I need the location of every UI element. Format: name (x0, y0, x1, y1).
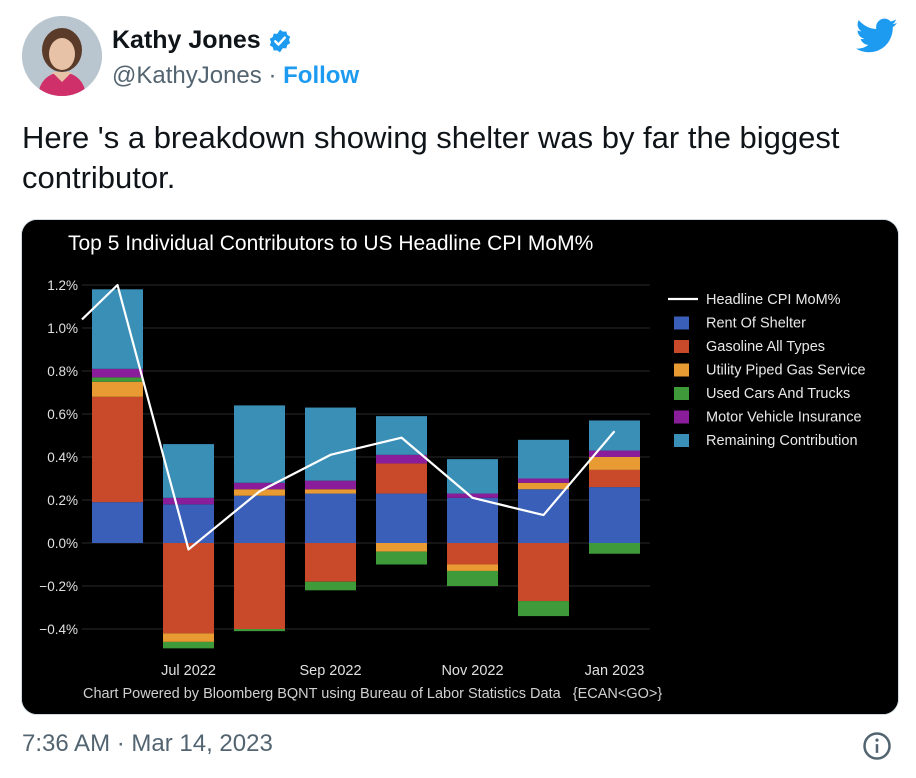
bar-segment (305, 480, 356, 490)
bar-segment (589, 469, 640, 488)
bar-segment (163, 504, 214, 543)
bar-segment (376, 463, 427, 494)
bar-segment (305, 493, 356, 543)
tweet-timestamp[interactable]: 7:36 AM · Mar 14, 2023 (22, 730, 273, 757)
x-tick-label: Sep 2022 (299, 663, 361, 679)
tweet-text: Here 's a breakdown showing shelter was … (22, 120, 840, 195)
bar-segment (376, 416, 427, 455)
bar-segment (376, 551, 427, 565)
bar-segment (518, 543, 569, 602)
y-tick-label: 0.6% (47, 407, 78, 422)
x-tick-label: Nov 2022 (441, 663, 503, 679)
bar-segment (92, 377, 143, 382)
bar-segment (163, 497, 214, 505)
legend-label: Used Cars And Trucks (706, 386, 850, 402)
bar-segment (447, 570, 498, 586)
bar-segment (305, 407, 356, 481)
legend-label: Headline CPI MoM% (706, 292, 841, 308)
bar-segment (234, 495, 285, 543)
handle-line: @KathyJones · Follow (112, 62, 359, 90)
legend-swatch (674, 410, 689, 424)
bar-segment (234, 629, 285, 632)
legend-label: Utility Piped Gas Service (706, 363, 866, 379)
legend-label: Rent Of Shelter (706, 316, 806, 332)
bar-segment (518, 482, 569, 490)
headline-cpi-line (81, 283, 616, 551)
bar-segment (92, 368, 143, 378)
y-tick-label: 1.2% (47, 278, 78, 293)
bar-segment (305, 489, 356, 494)
bar-segment (518, 478, 569, 483)
author-handle[interactable]: @KathyJones (112, 62, 262, 89)
legend-label: Remaining Contribution (706, 433, 858, 449)
legend-label: Motor Vehicle Insurance (706, 410, 862, 426)
bar-segment (92, 502, 143, 543)
chart-legend: Headline CPI MoM% Rent Of Shelter Gasoline… (668, 292, 866, 449)
legend-label: Gasoline All Types (706, 339, 825, 355)
author-name-row: Kathy Jones (112, 26, 293, 55)
bar-segment (234, 405, 285, 483)
headline-line-series (81, 283, 616, 551)
avatar-image (22, 16, 102, 96)
legend-swatch (674, 363, 689, 377)
author-name[interactable]: Kathy Jones (112, 26, 261, 54)
chart-footer: Chart Powered by Bloomberg BQNT using Bu… (83, 686, 662, 702)
follow-button[interactable]: Follow (283, 62, 360, 89)
y-tick-label: 0.4% (47, 450, 78, 465)
bar-segment (305, 581, 356, 591)
bar-segment (305, 543, 356, 582)
y-tick-label: 1.0% (47, 321, 78, 336)
bar-segment (518, 439, 569, 479)
bar-segment (447, 493, 498, 498)
y-tick-label: 0.2% (47, 493, 78, 508)
avatar[interactable] (22, 16, 102, 96)
bar-segment (376, 493, 427, 543)
bar-segment (163, 641, 214, 649)
legend-swatch (674, 434, 689, 447)
bar-segment (447, 543, 498, 565)
legend-swatch (674, 340, 689, 353)
legend-swatch (674, 316, 689, 330)
bar-segment (376, 454, 427, 464)
bar-segment (589, 450, 640, 457)
twitter-bird-icon[interactable] (856, 18, 898, 54)
bar-segment (589, 457, 640, 470)
y-tick-label: 0.0% (47, 536, 78, 551)
y-axis-tick-labels: 1.2% 1.0% 0.8% 0.6% 0.4% 0.2% 0.0% −0.2% −0.4% (39, 278, 78, 637)
x-tick-label: Jan 2023 (585, 663, 645, 679)
bar-segment (589, 420, 640, 451)
x-axis-tick-labels: Jul 2022 Sep 2022 Nov 2022 Jan 2023 (161, 663, 644, 679)
bar-segment (234, 543, 285, 629)
tweet-media-chart[interactable]: Top 5 Individual Contributors to US Head… (21, 219, 899, 715)
y-tick-label: 0.8% (47, 364, 78, 379)
y-tick-label: −0.4% (39, 622, 78, 637)
bar-segment (447, 564, 498, 571)
verified-badge-icon (269, 29, 290, 52)
legend-swatch (674, 387, 689, 400)
bar-segment (92, 381, 143, 397)
chart-bars (92, 289, 640, 649)
x-tick-label: Jul 2022 (161, 663, 216, 679)
bar-segment (163, 444, 214, 498)
bar-segment (376, 543, 427, 552)
bar-segment (234, 482, 285, 490)
bar-segment (163, 543, 214, 634)
bar-segment (518, 601, 569, 617)
bar-segment (589, 487, 640, 543)
bar-segment (447, 497, 498, 543)
separator-dot: · (268, 62, 277, 89)
info-icon[interactable] (862, 731, 892, 761)
bar-segment (447, 459, 498, 494)
y-tick-label: −0.2% (39, 579, 78, 594)
chart-svg: Top 5 Individual Contributors to US Head… (22, 220, 898, 714)
bar-segment (589, 543, 640, 554)
bar-segment (92, 396, 143, 503)
chart-title: Top 5 Individual Contributors to US Head… (68, 232, 593, 255)
bar-segment (163, 633, 214, 642)
